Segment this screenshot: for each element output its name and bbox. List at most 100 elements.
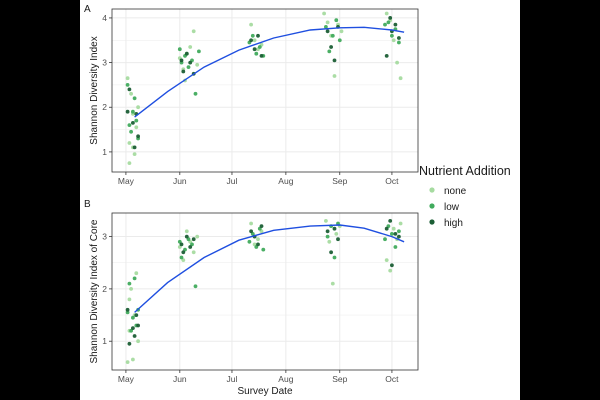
point-low xyxy=(132,276,137,281)
x-tick-label: May xyxy=(118,374,135,384)
point-high xyxy=(259,224,264,229)
point-none xyxy=(398,76,403,81)
point-none xyxy=(388,268,393,273)
point-high xyxy=(131,326,135,330)
point-low xyxy=(131,315,135,320)
point-none xyxy=(195,62,200,67)
point-none xyxy=(249,221,254,226)
point-none xyxy=(384,258,389,262)
point-low xyxy=(397,40,401,45)
point-high xyxy=(249,229,254,234)
point-high xyxy=(136,134,140,139)
point-low xyxy=(397,229,401,234)
point-low xyxy=(197,49,201,54)
point-low xyxy=(129,129,133,134)
point-high xyxy=(136,323,140,328)
x-tick-label: Aug xyxy=(278,176,293,186)
point-none xyxy=(330,281,335,286)
point-high xyxy=(388,16,393,20)
point-low xyxy=(125,310,130,315)
y-tick-label: 2 xyxy=(102,284,107,294)
point-low xyxy=(386,20,391,25)
point-high xyxy=(249,38,254,43)
point-none xyxy=(131,357,135,362)
x-tick-label: Sep xyxy=(332,176,347,186)
point-high xyxy=(184,234,189,239)
point-low xyxy=(327,49,332,54)
fit-curve xyxy=(134,26,405,118)
point-high xyxy=(125,109,130,114)
point-none xyxy=(332,74,337,78)
x-tick-label: Jul xyxy=(227,374,238,384)
point-high xyxy=(329,45,333,49)
point-high xyxy=(181,250,186,255)
point-low xyxy=(127,123,132,127)
point-none xyxy=(256,237,260,242)
faceted-scatter-chart: 1 2 3 4 May Jun Jul Aug Sep Oct Shannon Diversity … xyxy=(84,4,511,397)
panel-label: A xyxy=(84,4,91,15)
point-low xyxy=(330,33,335,38)
point-none xyxy=(249,22,254,27)
point-low xyxy=(193,284,198,289)
point-none xyxy=(127,161,132,166)
point-none xyxy=(134,271,139,276)
point-low xyxy=(261,247,266,252)
point-high xyxy=(181,69,186,74)
point-none xyxy=(136,339,140,344)
point-none xyxy=(132,152,137,157)
point-low xyxy=(129,328,133,333)
point-high xyxy=(179,242,184,247)
point-high xyxy=(127,87,132,92)
point-none xyxy=(195,234,200,239)
point-none xyxy=(395,60,399,65)
point-high xyxy=(397,234,401,239)
panel-border xyxy=(111,212,419,371)
point-none xyxy=(334,232,339,236)
point-none xyxy=(188,45,193,49)
y-tick-label: 3 xyxy=(102,58,107,68)
point-high xyxy=(329,250,333,255)
point-low xyxy=(337,38,342,43)
point-low xyxy=(325,234,330,239)
x-tick-label: Oct xyxy=(385,176,399,186)
point-high xyxy=(191,237,196,242)
point-low xyxy=(393,245,398,249)
legend-label-high: high xyxy=(444,218,463,229)
point-low xyxy=(390,33,394,38)
point-none xyxy=(327,239,332,244)
point-low xyxy=(193,91,198,96)
panel-a: 1 2 3 4 May Jun Jul Aug Sep Oct Shannon Diversity … xyxy=(84,4,419,186)
point-low xyxy=(179,255,184,260)
point-high xyxy=(256,33,260,38)
y-tick-label: 1 xyxy=(102,336,107,346)
point-low xyxy=(183,247,187,252)
legend-key-low xyxy=(429,203,435,209)
point-low xyxy=(186,65,191,69)
point-high xyxy=(397,36,401,40)
y-axis-title: Shannon Diversity Index xyxy=(89,36,100,144)
point-high xyxy=(132,334,137,338)
panel-label: B xyxy=(84,199,91,210)
point-high xyxy=(188,60,193,65)
point-none xyxy=(184,229,189,234)
point-high xyxy=(184,51,189,56)
point-high xyxy=(134,313,139,317)
x-tick-label: Aug xyxy=(278,374,293,384)
x-tick-label: May xyxy=(118,176,135,186)
point-low xyxy=(334,18,339,23)
point-low xyxy=(250,33,255,38)
point-low xyxy=(383,22,387,27)
point-none xyxy=(127,297,132,302)
point-none xyxy=(134,125,139,130)
point-high xyxy=(388,219,393,223)
panel-b: 1 2 3 May Jun Jul Aug Sep Oct Shannon Diversity I… xyxy=(84,199,419,397)
point-high xyxy=(325,229,330,234)
point-low xyxy=(127,281,132,286)
y-axis-title: Shannon Diversity Index of Core xyxy=(89,219,100,363)
point-none xyxy=(129,91,133,96)
legend: Nutrient Addition none low high xyxy=(419,164,511,229)
plot-panel xyxy=(112,9,418,172)
point-low xyxy=(134,118,139,123)
point-high xyxy=(332,58,337,63)
